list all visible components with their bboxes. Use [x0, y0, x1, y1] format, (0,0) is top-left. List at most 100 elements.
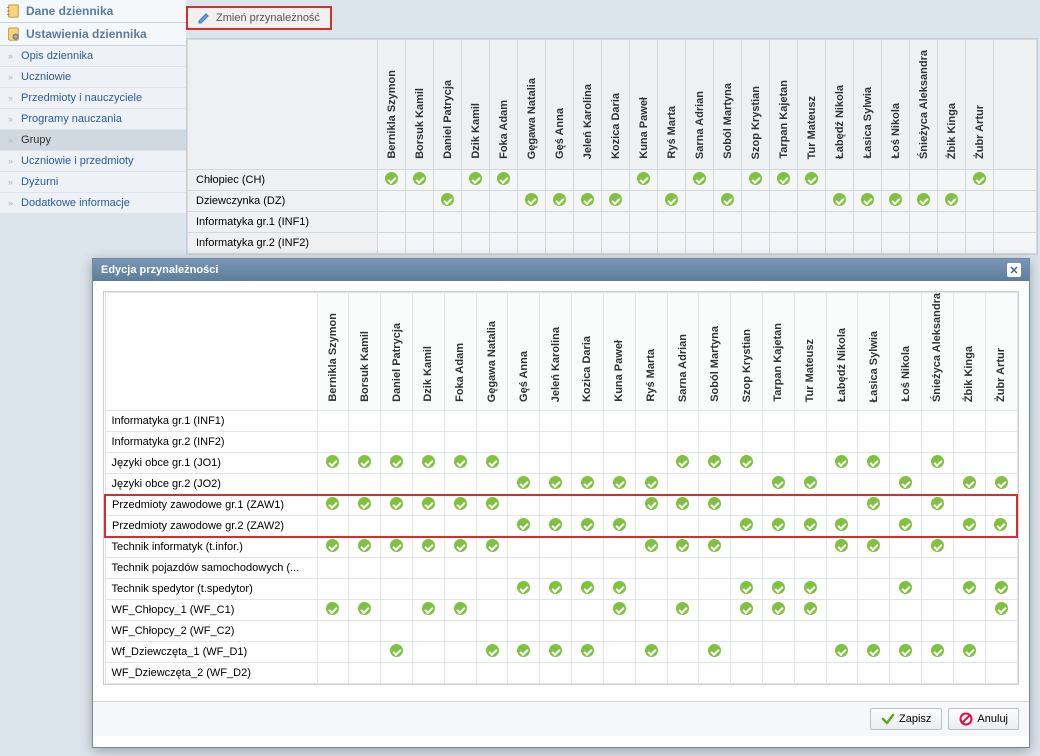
membership-cell[interactable] [635, 474, 667, 495]
membership-cell[interactable] [699, 432, 731, 453]
membership-cell[interactable] [794, 663, 826, 684]
membership-cell[interactable] [317, 642, 349, 663]
membership-cell[interactable] [508, 453, 540, 474]
membership-cell[interactable] [603, 663, 635, 684]
membership-cell[interactable] [603, 495, 635, 516]
membership-cell[interactable] [508, 663, 540, 684]
membership-cell[interactable] [508, 558, 540, 579]
membership-cell[interactable] [603, 411, 635, 432]
membership-cell[interactable] [699, 474, 731, 495]
membership-cell[interactable] [444, 558, 476, 579]
membership-cell[interactable] [731, 621, 763, 642]
membership-cell[interactable] [476, 579, 508, 600]
membership-cell[interactable] [635, 411, 667, 432]
membership-cell[interactable] [699, 579, 731, 600]
membership-cell[interactable] [794, 453, 826, 474]
membership-cell[interactable] [953, 663, 985, 684]
membership-cell[interactable] [667, 579, 699, 600]
membership-cell[interactable] [762, 516, 794, 537]
membership-cell[interactable] [540, 474, 572, 495]
membership-cell[interactable] [317, 474, 349, 495]
membership-cell[interactable] [922, 600, 954, 621]
membership-cell[interactable] [858, 642, 890, 663]
membership-cell[interactable] [635, 621, 667, 642]
membership-cell[interactable] [540, 537, 572, 558]
membership-cell[interactable] [381, 453, 413, 474]
membership-cell[interactable] [985, 537, 1017, 558]
membership-cell[interactable] [603, 558, 635, 579]
membership-cell[interactable] [858, 558, 890, 579]
membership-cell[interactable] [635, 495, 667, 516]
membership-cell[interactable] [699, 411, 731, 432]
membership-cell[interactable] [413, 621, 445, 642]
membership-cell[interactable] [540, 663, 572, 684]
membership-cell[interactable] [762, 453, 794, 474]
membership-cell[interactable] [922, 495, 954, 516]
membership-cell[interactable] [731, 537, 763, 558]
membership-cell[interactable] [953, 537, 985, 558]
membership-cell[interactable] [476, 453, 508, 474]
membership-cell[interactable] [985, 516, 1017, 537]
membership-cell[interactable] [826, 432, 858, 453]
membership-cell[interactable] [699, 453, 731, 474]
membership-cell[interactable] [603, 621, 635, 642]
membership-cell[interactable] [381, 537, 413, 558]
membership-cell[interactable] [413, 495, 445, 516]
membership-cell[interactable] [890, 621, 922, 642]
membership-cell[interactable] [953, 453, 985, 474]
membership-cell[interactable] [699, 495, 731, 516]
membership-cell[interactable] [731, 453, 763, 474]
membership-cell[interactable] [444, 516, 476, 537]
membership-cell[interactable] [667, 558, 699, 579]
sidebar-item-6[interactable]: »Dyżurni [0, 172, 186, 193]
membership-cell[interactable] [762, 474, 794, 495]
membership-cell[interactable] [476, 642, 508, 663]
membership-cell[interactable] [731, 474, 763, 495]
membership-cell[interactable] [826, 453, 858, 474]
membership-cell[interactable] [476, 432, 508, 453]
membership-cell[interactable] [826, 537, 858, 558]
membership-cell[interactable] [476, 558, 508, 579]
membership-cell[interactable] [953, 411, 985, 432]
membership-cell[interactable] [890, 642, 922, 663]
sidebar-item-1[interactable]: »Uczniowie [0, 67, 186, 88]
membership-cell[interactable] [953, 516, 985, 537]
membership-cell[interactable] [985, 474, 1017, 495]
membership-cell[interactable] [413, 579, 445, 600]
membership-cell[interactable] [922, 432, 954, 453]
membership-cell[interactable] [444, 600, 476, 621]
membership-cell[interactable] [794, 474, 826, 495]
membership-cell[interactable] [667, 411, 699, 432]
membership-cell[interactable] [826, 663, 858, 684]
membership-cell[interactable] [826, 516, 858, 537]
membership-cell[interactable] [890, 516, 922, 537]
membership-cell[interactable] [922, 642, 954, 663]
membership-cell[interactable] [635, 432, 667, 453]
membership-cell[interactable] [985, 453, 1017, 474]
membership-cell[interactable] [826, 579, 858, 600]
membership-cell[interactable] [953, 495, 985, 516]
membership-cell[interactable] [540, 558, 572, 579]
membership-cell[interactable] [858, 579, 890, 600]
membership-cell[interactable] [635, 663, 667, 684]
membership-cell[interactable] [794, 558, 826, 579]
membership-cell[interactable] [381, 558, 413, 579]
membership-cell[interactable] [317, 537, 349, 558]
membership-cell[interactable] [953, 432, 985, 453]
membership-cell[interactable] [476, 600, 508, 621]
membership-cell[interactable] [476, 663, 508, 684]
membership-cell[interactable] [890, 579, 922, 600]
membership-cell[interactable] [858, 516, 890, 537]
membership-cell[interactable] [794, 537, 826, 558]
membership-cell[interactable] [381, 495, 413, 516]
membership-cell[interactable] [508, 579, 540, 600]
membership-cell[interactable] [985, 558, 1017, 579]
membership-cell[interactable] [762, 432, 794, 453]
membership-cell[interactable] [699, 642, 731, 663]
membership-cell[interactable] [540, 621, 572, 642]
membership-cell[interactable] [572, 621, 604, 642]
cancel-button[interactable]: Anuluj [948, 708, 1019, 730]
membership-cell[interactable] [572, 642, 604, 663]
membership-cell[interactable] [667, 453, 699, 474]
membership-cell[interactable] [317, 453, 349, 474]
